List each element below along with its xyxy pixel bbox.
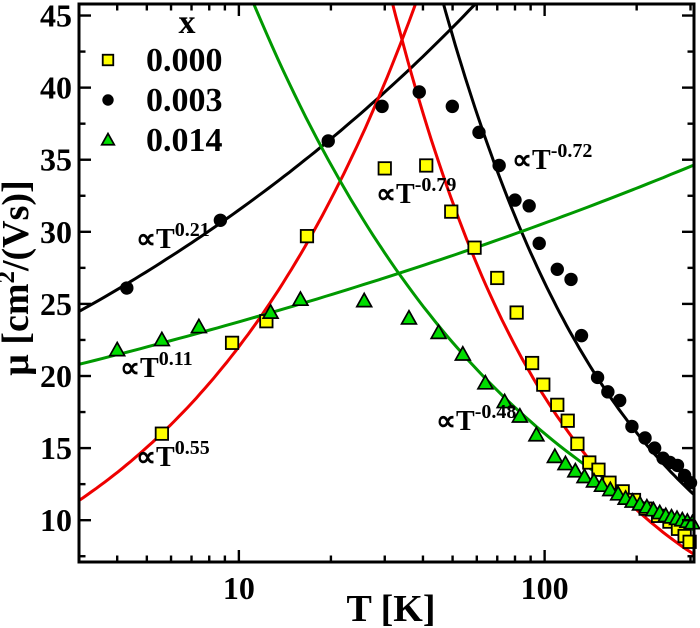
square-marker [570, 436, 585, 451]
circle-marker [321, 134, 335, 148]
fit-black-rising [79, 4, 478, 313]
fit-green-falling [252, 4, 694, 532]
triangle-marker [291, 290, 310, 307]
square-marker [560, 413, 575, 428]
circle-marker [601, 385, 615, 399]
square-marker [101, 53, 115, 67]
triangle-marker [453, 345, 472, 361]
square-marker [490, 270, 505, 286]
y-tick-label: 30 [40, 214, 72, 250]
circle-marker [670, 458, 685, 473]
circle-marker [590, 370, 605, 385]
circle-marker [532, 236, 546, 251]
triangle-marker [545, 447, 564, 464]
fit-red-falling [391, 4, 694, 556]
circle-marker [472, 125, 486, 140]
triangle-marker [355, 291, 374, 308]
triangle-marker [683, 513, 700, 530]
triangle-marker [593, 476, 611, 493]
powerlaw-label: ∝T0.55 [136, 437, 210, 473]
square-marker [444, 204, 459, 219]
square-marker [536, 377, 551, 392]
circle-marker [375, 99, 389, 114]
triangle-marker [601, 480, 620, 497]
y-tick-label: 20 [40, 358, 72, 394]
circle-marker [550, 262, 564, 277]
triangle-marker [575, 467, 594, 484]
circle-marker [564, 272, 578, 287]
circle-marker [412, 85, 426, 99]
y-tick-label: 35 [40, 142, 72, 178]
circle-marker [625, 419, 639, 434]
legend-label: 0.003 [146, 82, 223, 119]
fit-green-rising [79, 163, 694, 366]
circle-marker [647, 441, 662, 455]
circle-marker [120, 281, 134, 295]
fit-red-rising [79, 4, 418, 502]
powerlaw-label: ∝T-0.48 [436, 401, 516, 437]
triangle-marker [527, 425, 546, 442]
legend-label: 0.014 [146, 122, 223, 159]
square-marker [419, 158, 434, 173]
square-marker [591, 462, 606, 477]
square-marker [467, 240, 482, 255]
series-0.003 [120, 85, 698, 490]
triangle-marker [153, 330, 171, 347]
circle-marker [638, 431, 652, 445]
circle-marker [445, 99, 460, 114]
powerlaw-label: ∝T-0.79 [376, 174, 456, 210]
circle-marker [213, 213, 228, 227]
square-marker [509, 305, 524, 320]
y-tick-label: 15 [40, 430, 72, 466]
square-marker [224, 335, 240, 350]
circle-marker [522, 199, 536, 213]
triangle-marker [108, 340, 127, 357]
x-tick-labels: 10 100 [223, 570, 569, 606]
square-marker [299, 229, 315, 244]
triangle-marker [585, 471, 603, 488]
triangle-marker [190, 317, 208, 334]
series-0.014 [108, 290, 700, 530]
y-tick-labels: 10 15 20 25 30 35 40 45 [40, 0, 72, 538]
triangle-marker [566, 461, 585, 478]
axis-ticks [79, 4, 694, 562]
triangle-marker [429, 323, 448, 340]
triangle-marker [400, 308, 418, 325]
square-marker [525, 355, 540, 371]
plot-frame [77, 2, 696, 564]
powerlaw-label: ∝T-0.72 [512, 140, 592, 176]
y-tick-label: 45 [40, 0, 72, 34]
circle-marker [508, 193, 522, 207]
square-marker [377, 161, 392, 176]
triangle-marker [261, 303, 280, 320]
y-tick-label: 10 [40, 502, 72, 538]
triangle-marker [100, 131, 116, 146]
legend-title: x [179, 4, 196, 41]
legend-label: 0.000 [146, 42, 223, 79]
triangle-marker [495, 392, 514, 409]
y-tick-label: 40 [40, 70, 72, 106]
x-axis-title: T [K] [346, 588, 435, 628]
fit-curves [79, 4, 694, 556]
square-marker [550, 397, 565, 412]
x-tick-label: 100 [521, 570, 569, 606]
triangle-marker [511, 407, 529, 423]
circle-marker [574, 328, 589, 343]
y-axis-title: μ [cm2/(Vs)] [0, 180, 37, 375]
triangle-marker [556, 454, 575, 471]
square-marker [154, 426, 169, 441]
circle-marker [612, 393, 627, 408]
powerlaw-label: ∝T0.11 [120, 348, 193, 384]
y-tick-label: 25 [40, 286, 72, 322]
powerlaw-label: ∝T0.21 [136, 219, 210, 255]
circle-marker [102, 94, 114, 106]
circle-marker [492, 158, 506, 173]
x-tick-label: 10 [223, 570, 255, 606]
triangle-marker [476, 373, 495, 390]
